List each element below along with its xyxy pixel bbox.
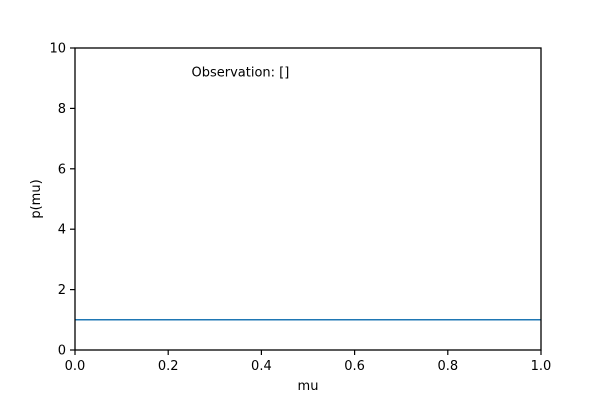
y-tick-label: 4	[58, 223, 66, 238]
x-tick-label: 1.0	[531, 359, 552, 374]
x-tick-label: 0.4	[251, 359, 272, 374]
y-tick-label: 6	[58, 162, 66, 177]
x-tick-label: 0.8	[437, 359, 458, 374]
y-tick-label: 2	[58, 283, 66, 298]
annotation-layer: Observation: []	[192, 66, 290, 81]
y-axis-ticks: 0 2 4 6 8 10	[49, 42, 75, 359]
x-tick-label: 0.0	[65, 359, 86, 374]
observation-annotation: Observation: []	[192, 66, 290, 81]
x-axis-ticks: 0.0 0.2 0.4 0.6 0.8 1.0	[65, 350, 552, 374]
x-tick-label: 0.6	[344, 359, 365, 374]
y-axis-label: p(mu)	[29, 179, 44, 218]
plot-frame	[74, 47, 542, 351]
y-tick-label: 10	[49, 42, 66, 57]
y-tick-label: 8	[58, 102, 66, 117]
x-tick-label: 0.2	[158, 359, 179, 374]
x-axis-label: mu	[298, 379, 319, 394]
y-tick-label: 0	[58, 344, 66, 359]
